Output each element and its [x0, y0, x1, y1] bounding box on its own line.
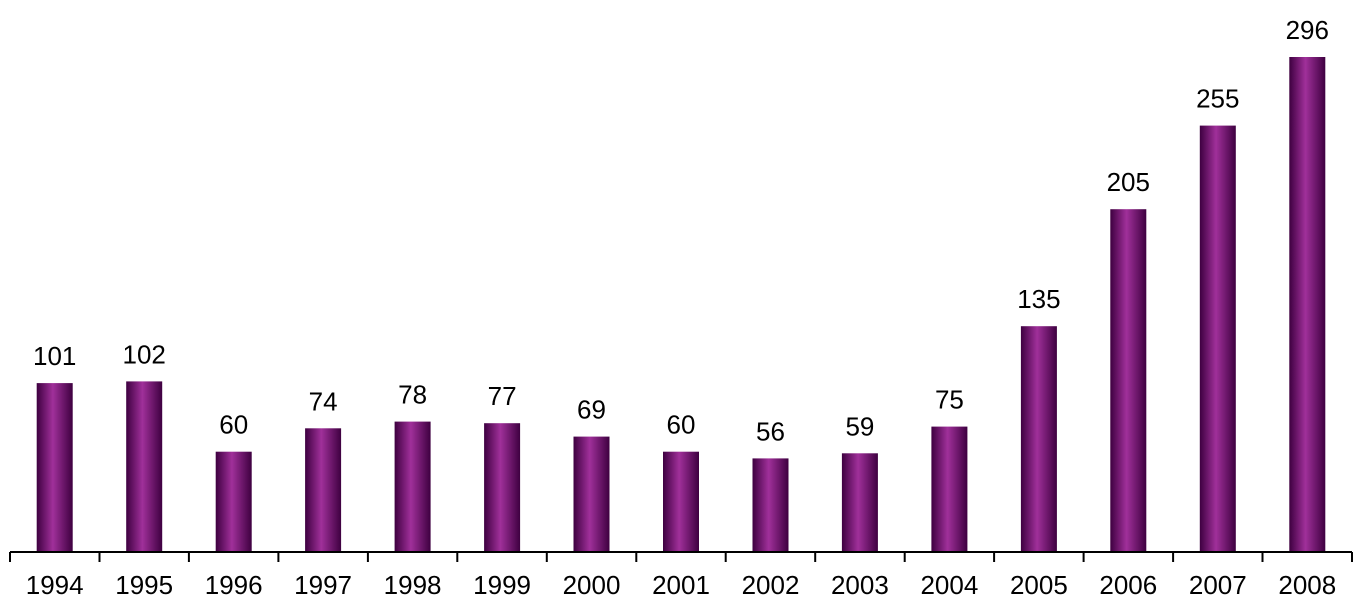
- data-label-1994: 101: [33, 341, 76, 371]
- bar-1994: [36, 383, 73, 552]
- data-labels-group: 101 102 60 74 78 77 69 60 56 59 75 135 205 255 296: [33, 15, 1329, 446]
- bar-1997: [305, 428, 342, 553]
- bar-1996: [215, 451, 252, 552]
- x-tick-label-2002: 2002: [742, 570, 800, 600]
- data-label-2006: 205: [1107, 167, 1150, 197]
- data-label-2004: 75: [935, 385, 964, 415]
- data-label-1997: 74: [309, 386, 338, 416]
- x-tick-label-2006: 2006: [1099, 570, 1157, 600]
- x-tick-label-2000: 2000: [563, 570, 621, 600]
- data-label-2007: 255: [1196, 84, 1239, 114]
- data-label-2003: 59: [845, 411, 874, 441]
- bar-2002: [752, 458, 789, 552]
- bar-1998: [394, 421, 431, 552]
- bar-1995: [126, 381, 163, 552]
- bar-2004: [931, 426, 968, 552]
- data-label-2001: 60: [667, 410, 696, 440]
- bar-1999: [484, 423, 521, 552]
- x-tick-label-2007: 2007: [1189, 570, 1247, 600]
- bar-2001: [663, 451, 699, 552]
- bar-2007: [1199, 125, 1236, 552]
- data-label-1996: 60: [219, 410, 248, 440]
- bar-2008: [1289, 57, 1326, 552]
- x-axis-tick-labels-group: 1994 1995 1996 1997 1998 1999 2000 2001 2002 2003…: [26, 570, 1336, 600]
- bar-2000: [573, 436, 610, 552]
- data-label-1999: 77: [488, 381, 517, 411]
- x-tick-label-1996: 1996: [205, 570, 263, 600]
- bars-group: [36, 57, 1326, 553]
- x-tick-label-2005: 2005: [1010, 570, 1068, 600]
- x-tick-label-2001: 2001: [652, 570, 710, 600]
- x-tick-label-2008: 2008: [1278, 570, 1336, 600]
- data-label-2008: 296: [1286, 15, 1329, 45]
- data-label-1998: 78: [398, 380, 427, 410]
- bar-2005: [1020, 326, 1057, 552]
- data-label-2002: 56: [756, 416, 785, 446]
- x-tick-label-1994: 1994: [26, 570, 84, 600]
- x-tick-label-2003: 2003: [831, 570, 889, 600]
- data-label-2005: 135: [1017, 284, 1060, 314]
- data-label-2000: 69: [577, 395, 606, 425]
- x-tick-label-1995: 1995: [115, 570, 173, 600]
- x-tick-label-1999: 1999: [473, 570, 531, 600]
- x-tick-label-1998: 1998: [384, 570, 442, 600]
- data-label-1995: 102: [123, 339, 166, 369]
- bar-2006: [1110, 209, 1147, 552]
- x-axis-ticks-group: [9, 552, 1353, 562]
- bar-2003: [841, 453, 878, 552]
- x-tick-label-1997: 1997: [294, 570, 352, 600]
- x-tick-label-2004: 2004: [920, 570, 978, 600]
